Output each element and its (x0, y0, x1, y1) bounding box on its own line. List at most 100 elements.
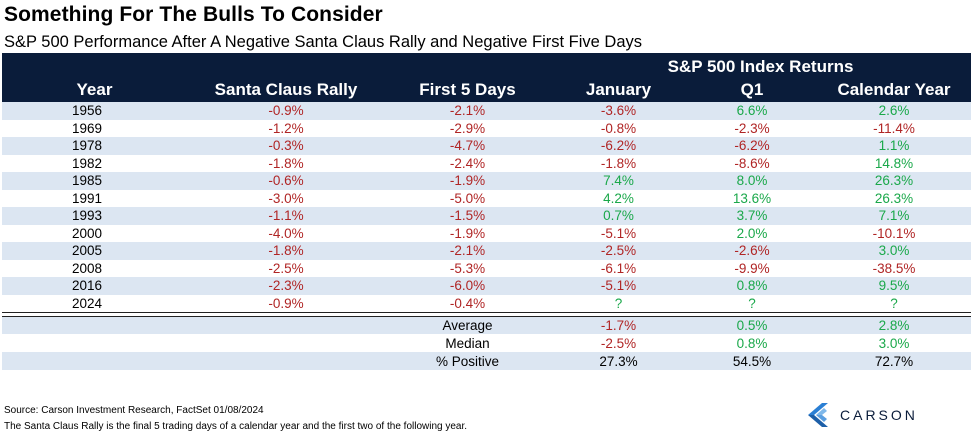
col-header-year: Year (2, 80, 187, 102)
summary-row: Median -2.5% 0.8% 3.0% (2, 334, 972, 352)
carson-logo-text: CARSON (840, 407, 918, 423)
cell-q1: 2.0% (687, 224, 817, 242)
returns-table: S&P 500 Index Returns Year Santa Claus R… (2, 53, 972, 370)
cell-january: 0.7% (550, 207, 687, 225)
cell-santa-claus-rally: -1.1% (187, 207, 385, 225)
cell-q1: ? (687, 294, 817, 312)
carson-logo: CARSON (808, 402, 918, 428)
table-row: 1993 -1.1% -1.5% 0.7% 3.7% 7.1% (2, 207, 972, 225)
page-subtitle: S&P 500 Performance After A Negative San… (4, 33, 643, 51)
cell-year: 1982 (2, 154, 187, 172)
col-header-first-5-days: First 5 Days (385, 80, 550, 102)
cell-january: -5.1% (550, 277, 687, 295)
cell-first-5-days: -0.4% (385, 294, 550, 312)
summary-value-calendar-year: 72.7% (817, 352, 972, 370)
cell-calendar-year: -38.5% (817, 259, 972, 277)
column-header-row: Year Santa Claus Rally First 5 Days Janu… (2, 80, 972, 102)
cell-year: 2008 (2, 259, 187, 277)
summary-value-q1: 0.8% (687, 334, 817, 352)
table-row: 2016 -2.3% -6.0% -5.1% 0.8% 9.5% (2, 277, 972, 295)
cell-q1: -9.9% (687, 259, 817, 277)
table-row: 2024 -0.9% -0.4%??? (2, 294, 972, 312)
cell-year: 1991 (2, 189, 187, 207)
cell-year: 1985 (2, 172, 187, 190)
cell-first-5-days: -2.1% (385, 242, 550, 260)
cell-calendar-year: 14.8% (817, 154, 972, 172)
table-row: 2005 -1.8% -2.1% -2.5% -2.6% 3.0% (2, 242, 972, 260)
cell-santa-claus-rally: -2.5% (187, 259, 385, 277)
summary-blank (2, 334, 385, 352)
cell-january: -0.8% (550, 119, 687, 137)
cell-first-5-days: -6.0% (385, 277, 550, 295)
footer-source: Source: Carson Investment Research, Fact… (4, 405, 264, 416)
cell-q1: 8.0% (687, 172, 817, 190)
cell-first-5-days: -5.3% (385, 259, 550, 277)
summary-value-january: 27.3% (550, 352, 687, 370)
col-header-calendar-year: Calendar Year (817, 80, 972, 102)
table-row: 1991 -3.0% -5.0% 4.2% 13.6% 26.3% (2, 189, 972, 207)
cell-calendar-year: ? (817, 294, 972, 312)
cell-first-5-days: -1.5% (385, 207, 550, 225)
cell-santa-claus-rally: -0.9% (187, 294, 385, 312)
cell-q1: 13.6% (687, 189, 817, 207)
cell-santa-claus-rally: -2.3% (187, 277, 385, 295)
cell-q1: 0.8% (687, 277, 817, 295)
summary-label: % Positive (385, 352, 550, 370)
summary-value-calendar-year: 2.8% (817, 316, 972, 334)
summary-row: Average -1.7% 0.5% 2.8% (2, 316, 972, 334)
col-header-january: January (550, 80, 687, 102)
cell-calendar-year: -11.4% (817, 119, 972, 137)
cell-santa-claus-rally: -4.0% (187, 224, 385, 242)
summary-value-january: -2.5% (550, 334, 687, 352)
cell-first-5-days: -2.9% (385, 119, 550, 137)
separator-line (2, 311, 972, 317)
table-row: 1978 -0.3% -4.7% -6.2% -6.2% 1.1% (2, 137, 972, 155)
cell-calendar-year: 3.0% (817, 242, 972, 260)
cell-first-5-days: -2.1% (385, 102, 550, 120)
cell-q1: -6.2% (687, 137, 817, 155)
summary-value-calendar-year: 3.0% (817, 334, 972, 352)
cell-santa-claus-rally: -1.8% (187, 154, 385, 172)
cell-santa-claus-rally: -1.8% (187, 242, 385, 260)
table-row: 1969 -1.2% -2.9% -0.8% -2.3% -11.4% (2, 119, 972, 137)
summary-label: Median (385, 334, 550, 352)
cell-santa-claus-rally: -1.2% (187, 119, 385, 137)
cell-calendar-year: -10.1% (817, 224, 972, 242)
summary-blank (2, 352, 385, 370)
table-row: 1956 -0.9% -2.1% -3.6% 6.6% 2.6% (2, 102, 972, 120)
cell-january: 4.2% (550, 189, 687, 207)
cell-calendar-year: 26.3% (817, 172, 972, 190)
cell-year: 2024 (2, 294, 187, 312)
cell-first-5-days: -1.9% (385, 224, 550, 242)
cell-year: 2016 (2, 277, 187, 295)
table-row: 2008 -2.5% -5.3% -6.1% -9.9% -38.5% (2, 259, 972, 277)
cell-january: -6.2% (550, 137, 687, 155)
summary-value-q1: 54.5% (687, 352, 817, 370)
cell-january: -3.6% (550, 102, 687, 120)
summary-value-january: -1.7% (550, 316, 687, 334)
cell-q1: -2.6% (687, 242, 817, 260)
col-header-santa-claus-rally: Santa Claus Rally (187, 80, 385, 102)
summary-blank (2, 316, 385, 334)
cell-january: ? (550, 294, 687, 312)
summary-value-q1: 0.5% (687, 316, 817, 334)
cell-santa-claus-rally: -0.3% (187, 137, 385, 155)
cell-january: -2.5% (550, 242, 687, 260)
footer-note: The Santa Claus Rally is the final 5 tra… (4, 421, 468, 432)
cell-january: -1.8% (550, 154, 687, 172)
cell-january: 7.4% (550, 172, 687, 190)
cell-calendar-year: 7.1% (817, 207, 972, 225)
table-row: 2000 -4.0% -1.9% -5.1% 2.0% -10.1% (2, 224, 972, 242)
col-header-q1: Q1 (687, 80, 817, 102)
summary-separator (2, 311, 972, 317)
summary-row: % Positive 27.3% 54.5% 72.7% (2, 352, 972, 370)
summary-label: Average (385, 316, 550, 334)
cell-calendar-year: 2.6% (817, 102, 972, 120)
cell-calendar-year: 9.5% (817, 277, 972, 295)
cell-year: 1969 (2, 119, 187, 137)
cell-santa-claus-rally: -3.0% (187, 189, 385, 207)
group-header-label: S&P 500 Index Returns (550, 53, 972, 80)
cell-year: 2005 (2, 242, 187, 260)
cell-santa-claus-rally: -0.9% (187, 102, 385, 120)
cell-first-5-days: -1.9% (385, 172, 550, 190)
